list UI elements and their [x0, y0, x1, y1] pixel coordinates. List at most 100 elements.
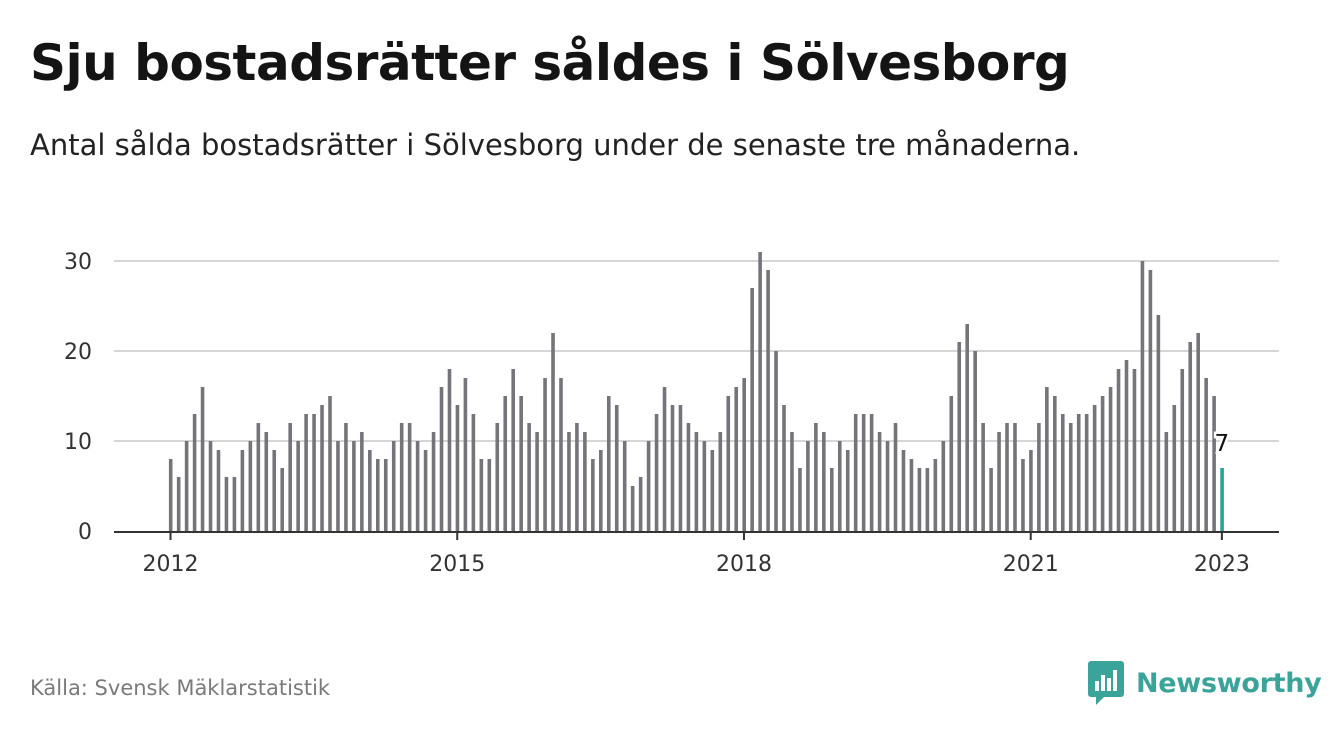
bar	[1060, 414, 1065, 531]
bar	[184, 441, 189, 531]
y-tick-label: 20	[64, 340, 92, 365]
bar	[1013, 423, 1017, 531]
bar	[686, 423, 691, 531]
bar	[280, 468, 285, 531]
bar	[599, 450, 603, 531]
bar	[1092, 405, 1097, 531]
bar	[646, 441, 651, 531]
bar	[662, 387, 667, 531]
newsworthy-icon	[1088, 661, 1124, 705]
bar	[503, 396, 508, 531]
gridlines: 0 10 20 30	[64, 250, 1279, 545]
bar	[551, 333, 555, 531]
bar	[941, 441, 946, 531]
bar	[909, 459, 914, 531]
y-tick-label: 0	[78, 520, 92, 545]
bar	[1076, 414, 1081, 531]
x-tick-label: 2015	[429, 552, 485, 577]
bar	[965, 324, 969, 531]
bar	[312, 414, 316, 531]
bar	[1084, 414, 1089, 531]
bar	[360, 432, 364, 531]
bar	[790, 432, 794, 531]
bar	[1005, 423, 1009, 531]
bar	[774, 351, 778, 531]
bar	[869, 414, 874, 531]
bar	[471, 414, 476, 531]
bar	[853, 414, 858, 531]
bar	[766, 270, 770, 531]
bar	[495, 423, 500, 531]
bar	[1188, 342, 1193, 531]
bar	[1148, 270, 1153, 531]
bar	[216, 450, 221, 531]
bar	[296, 441, 300, 531]
bar	[352, 441, 356, 531]
x-axis: 2012 2015 2018 2021 2023	[114, 531, 1279, 577]
bar	[981, 423, 985, 531]
bar	[1140, 261, 1145, 531]
bar	[511, 369, 515, 531]
bar	[1156, 315, 1161, 531]
bar	[742, 378, 746, 531]
bar	[1116, 369, 1121, 531]
bar	[806, 441, 810, 531]
bar	[375, 459, 380, 531]
bar	[925, 468, 930, 531]
bar	[224, 477, 229, 531]
bar	[583, 432, 587, 531]
chart-title: Sju bostadsrätter såldes i Sölvesborg	[30, 34, 1070, 92]
bar	[232, 477, 237, 531]
bar	[654, 414, 659, 531]
bar	[822, 432, 826, 531]
bar	[861, 414, 866, 531]
bar	[1124, 360, 1129, 531]
bar	[415, 441, 420, 531]
bar	[670, 405, 675, 531]
bar	[1180, 369, 1185, 531]
bar	[208, 441, 213, 531]
bar	[814, 423, 818, 531]
bar	[1164, 432, 1169, 531]
bar	[543, 378, 547, 531]
x-tick-label: 2023	[1194, 552, 1250, 577]
latest-value-label: 7	[1215, 431, 1230, 457]
bar	[1212, 396, 1216, 531]
bar	[328, 396, 332, 531]
bar	[989, 468, 993, 531]
bar	[933, 459, 938, 531]
bar	[758, 252, 762, 531]
bar	[694, 432, 699, 531]
bar	[782, 405, 786, 531]
bar	[798, 468, 802, 531]
bar	[917, 468, 922, 531]
brand-name: Newsworthy	[1136, 667, 1322, 699]
value-labels: 7	[1212, 429, 1232, 460]
bar	[391, 441, 396, 531]
bar	[1132, 369, 1137, 531]
bar	[1204, 378, 1208, 531]
bar	[423, 450, 428, 531]
bar	[885, 441, 890, 531]
bar	[256, 423, 261, 531]
bar	[718, 432, 723, 531]
bar	[606, 396, 611, 531]
bar	[248, 441, 253, 531]
bar	[726, 396, 731, 531]
bar	[288, 423, 292, 531]
bar	[1068, 423, 1073, 531]
bar	[575, 423, 579, 531]
bar	[1037, 423, 1041, 531]
bar	[200, 387, 205, 531]
bar	[1053, 396, 1057, 531]
bar	[949, 396, 954, 531]
bar	[1045, 387, 1049, 531]
bar	[901, 450, 906, 531]
bar	[176, 477, 181, 531]
bar	[527, 423, 531, 531]
bar	[877, 432, 882, 531]
bar	[893, 423, 898, 531]
bar	[837, 441, 842, 531]
bar	[957, 342, 962, 531]
bar	[710, 450, 715, 531]
